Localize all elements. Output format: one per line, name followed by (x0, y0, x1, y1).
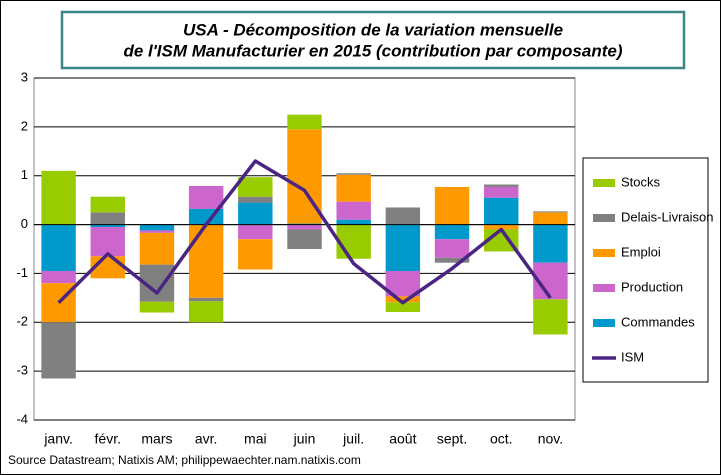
bar-segment (41, 322, 76, 379)
bar-segment (41, 270, 76, 284)
bar-segment (336, 174, 371, 202)
y-tick-label: 2 (21, 118, 28, 133)
legend-box (582, 157, 709, 383)
bar-segment (484, 224, 519, 230)
bar-segment (139, 301, 175, 313)
y-tick-label: -1 (16, 265, 28, 280)
bar-segment (336, 224, 371, 259)
y-tick-label: -2 (16, 314, 28, 329)
bar-segment (533, 299, 568, 335)
bar-segment (287, 224, 322, 230)
x-tick-label: mars (141, 431, 172, 447)
bar-segment (385, 224, 421, 271)
legend-label: Emploi (621, 244, 661, 259)
x-tick-label: févr. (95, 431, 121, 447)
bar-segment (188, 301, 224, 323)
y-tick-label: -3 (16, 363, 28, 378)
x-tick-label: août (389, 431, 416, 447)
x-tick-label: juin (293, 431, 316, 447)
bar-segment (238, 202, 273, 225)
bar-segment (336, 219, 371, 225)
x-tick-label: nov. (538, 431, 563, 447)
bar-segment (90, 224, 125, 228)
line-series (57, 159, 552, 305)
x-tick-label: juil. (342, 431, 364, 447)
x-tick-label: avr. (195, 431, 218, 447)
bar-segment (139, 232, 175, 265)
bar-segment (533, 211, 568, 213)
bar-segment (238, 224, 273, 240)
bar-segment (385, 207, 421, 225)
legend-swatch (593, 179, 615, 187)
bar-segment (90, 212, 125, 225)
bar-segment (188, 185, 224, 209)
bar-segment (484, 197, 519, 225)
bar-segment (90, 227, 125, 257)
legend-label: ISM (621, 349, 644, 364)
bar-segment (385, 302, 421, 313)
bar-segment (434, 239, 470, 258)
bar-segment (434, 186, 470, 225)
bar-segment (533, 212, 568, 225)
y-tick-label: 1 (21, 167, 28, 182)
legend-label: Production (621, 279, 683, 294)
bar-segment (139, 230, 175, 233)
x-tick-label: oct. (490, 431, 513, 447)
legend-swatch (593, 214, 615, 222)
bar-segment (41, 170, 76, 225)
title-box (60, 10, 686, 70)
chart-title: de l'ISM Manufacturier en 2015 (contribu… (123, 41, 622, 60)
bar-segment (188, 224, 224, 298)
x-tick-label: sept. (437, 431, 467, 447)
bar-segment (434, 224, 470, 240)
bar-segment (238, 239, 273, 270)
legend-label: Commandes (621, 314, 695, 329)
bar-segment (188, 297, 224, 302)
bar-segment (336, 201, 371, 220)
y-tick-label: 0 (21, 216, 28, 231)
bar-segment (533, 224, 568, 263)
chart-title: USA - Décomposition de la variation mens… (183, 20, 563, 39)
bar-segment (139, 224, 175, 231)
bar-segment (434, 257, 470, 263)
legend-swatch (593, 319, 615, 327)
bar-segment (484, 186, 519, 198)
legend-label: Stocks (621, 174, 661, 189)
x-tick-label: mai (244, 431, 267, 447)
legend-swatch (593, 249, 615, 257)
bar-segment (287, 229, 322, 249)
bar-segment (336, 173, 371, 175)
legend-label: Delais-Livraison (621, 209, 713, 224)
bar-segment (238, 196, 273, 203)
bar-segment (484, 184, 519, 187)
x-tick-label: janv. (43, 431, 73, 447)
bar-segment (41, 224, 76, 271)
bar-segment (90, 196, 125, 213)
bar-segment (238, 177, 273, 197)
legend-swatch (593, 284, 615, 292)
bar-segment (287, 114, 322, 130)
source: Source Datastream; Natixis AM; philippew… (8, 453, 361, 467)
bar-segment (385, 296, 421, 303)
y-tick-label: 3 (21, 69, 28, 84)
y-tick-label: -4 (16, 411, 28, 426)
